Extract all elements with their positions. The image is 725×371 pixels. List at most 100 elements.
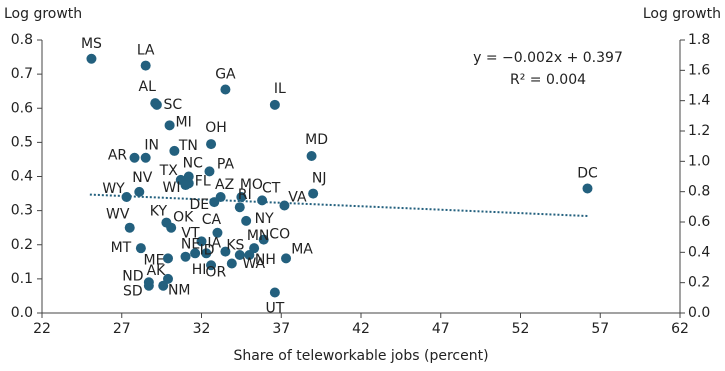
point-label: KS	[226, 238, 244, 254]
y2-tick-label: 1.6	[688, 62, 710, 78]
point-label: GA	[215, 66, 236, 82]
x-tick-label: 37	[272, 321, 290, 337]
point	[582, 183, 593, 194]
y2-tick-label: 0.6	[688, 214, 710, 230]
point	[180, 251, 191, 262]
point	[226, 258, 237, 269]
point-label: OR	[205, 265, 226, 281]
point	[234, 249, 245, 260]
point-label: CA	[202, 212, 222, 228]
y-tick-label: 0.6	[11, 100, 33, 116]
point-label: SC	[164, 97, 183, 113]
equation: y = −0.002x + 0.397	[473, 50, 623, 66]
point	[129, 152, 140, 163]
point-label: WY	[102, 181, 125, 197]
point	[206, 260, 217, 271]
x-tick-label: 57	[591, 321, 609, 337]
x-tick-label: 42	[352, 321, 370, 337]
point	[158, 280, 169, 291]
point-label: IA	[207, 235, 221, 251]
point-label: TN	[178, 138, 198, 154]
y-tick-label: 0.4	[11, 169, 33, 185]
point-label: MS	[81, 36, 102, 52]
point	[306, 151, 317, 162]
point	[279, 200, 290, 211]
y2-tick-label: 0.2	[688, 275, 710, 291]
point-label: RI	[238, 187, 252, 203]
point	[151, 99, 162, 110]
y2-tick-label: 0.8	[688, 184, 710, 200]
point	[258, 234, 269, 245]
point-label: HI	[192, 262, 207, 278]
point	[244, 249, 255, 260]
point-label: NM	[168, 283, 191, 299]
point-label: AK	[147, 263, 167, 279]
point-label: SD	[123, 284, 143, 300]
y-tick-label: 0.0	[11, 305, 33, 321]
point-label: NJ	[312, 171, 327, 187]
point	[121, 191, 132, 202]
point-label: OH	[205, 120, 227, 136]
r-squared: R² = 0.004	[510, 72, 586, 88]
x-tick-label: 62	[671, 321, 689, 337]
y2-tick-label: 1.4	[688, 93, 710, 109]
point-label: NC	[183, 156, 203, 172]
point	[135, 243, 146, 254]
y-tick-label: 0.2	[11, 237, 33, 253]
point-label: MD	[305, 132, 328, 148]
point	[164, 120, 175, 131]
point-label: MI	[175, 114, 191, 130]
point	[169, 145, 180, 156]
point-label: AZ	[215, 177, 234, 193]
point-label: CO	[269, 227, 290, 243]
point-label: DC	[577, 165, 598, 181]
y2-tick-label: 1.0	[688, 153, 710, 169]
point-label: UT	[265, 301, 284, 317]
point	[163, 253, 174, 264]
point	[124, 222, 135, 233]
point	[212, 227, 223, 238]
point	[234, 202, 245, 213]
point	[143, 280, 154, 291]
y-tick-label: 0.5	[11, 134, 33, 150]
trend-line	[89, 193, 590, 218]
point-label: NV	[132, 170, 152, 186]
x-tick-label: 27	[113, 321, 131, 337]
point-label: MO	[240, 177, 263, 193]
point	[204, 166, 215, 177]
point	[190, 248, 201, 259]
point-label: AR	[108, 148, 128, 164]
y2-tick-label: 1.2	[688, 123, 710, 139]
point-label: MA	[291, 241, 313, 257]
point	[281, 253, 292, 264]
point-label: NY	[255, 211, 274, 227]
x-axis-title: Share of teleworkable jobs (percent)	[233, 348, 488, 364]
y-axis-title: Log growth	[4, 6, 82, 22]
point	[308, 188, 319, 199]
point	[140, 60, 151, 71]
point	[215, 191, 226, 202]
point-label: VA	[288, 190, 307, 206]
point-label: MN	[247, 228, 270, 244]
point	[140, 152, 151, 163]
y2-tick-label: 0.0	[688, 305, 710, 321]
point	[236, 191, 247, 202]
point	[201, 248, 212, 259]
x-tick-label: 22	[33, 321, 51, 337]
point-label: ME	[144, 252, 165, 268]
point	[269, 287, 280, 298]
point-label: TX	[159, 163, 179, 179]
y-tick-label: 0.1	[11, 271, 33, 287]
point	[180, 180, 191, 191]
x-tick-label: 32	[193, 321, 211, 337]
point-label: FL	[195, 173, 211, 189]
point-label: WI	[163, 180, 181, 196]
point	[166, 222, 177, 233]
point-label: ND	[122, 268, 143, 284]
point	[220, 246, 231, 257]
point	[86, 53, 97, 64]
y2-axis-title: Log growth	[643, 6, 721, 22]
point-label: WV	[106, 207, 130, 223]
y-tick-label: 0.3	[11, 203, 33, 219]
point-label: IN	[144, 138, 159, 154]
